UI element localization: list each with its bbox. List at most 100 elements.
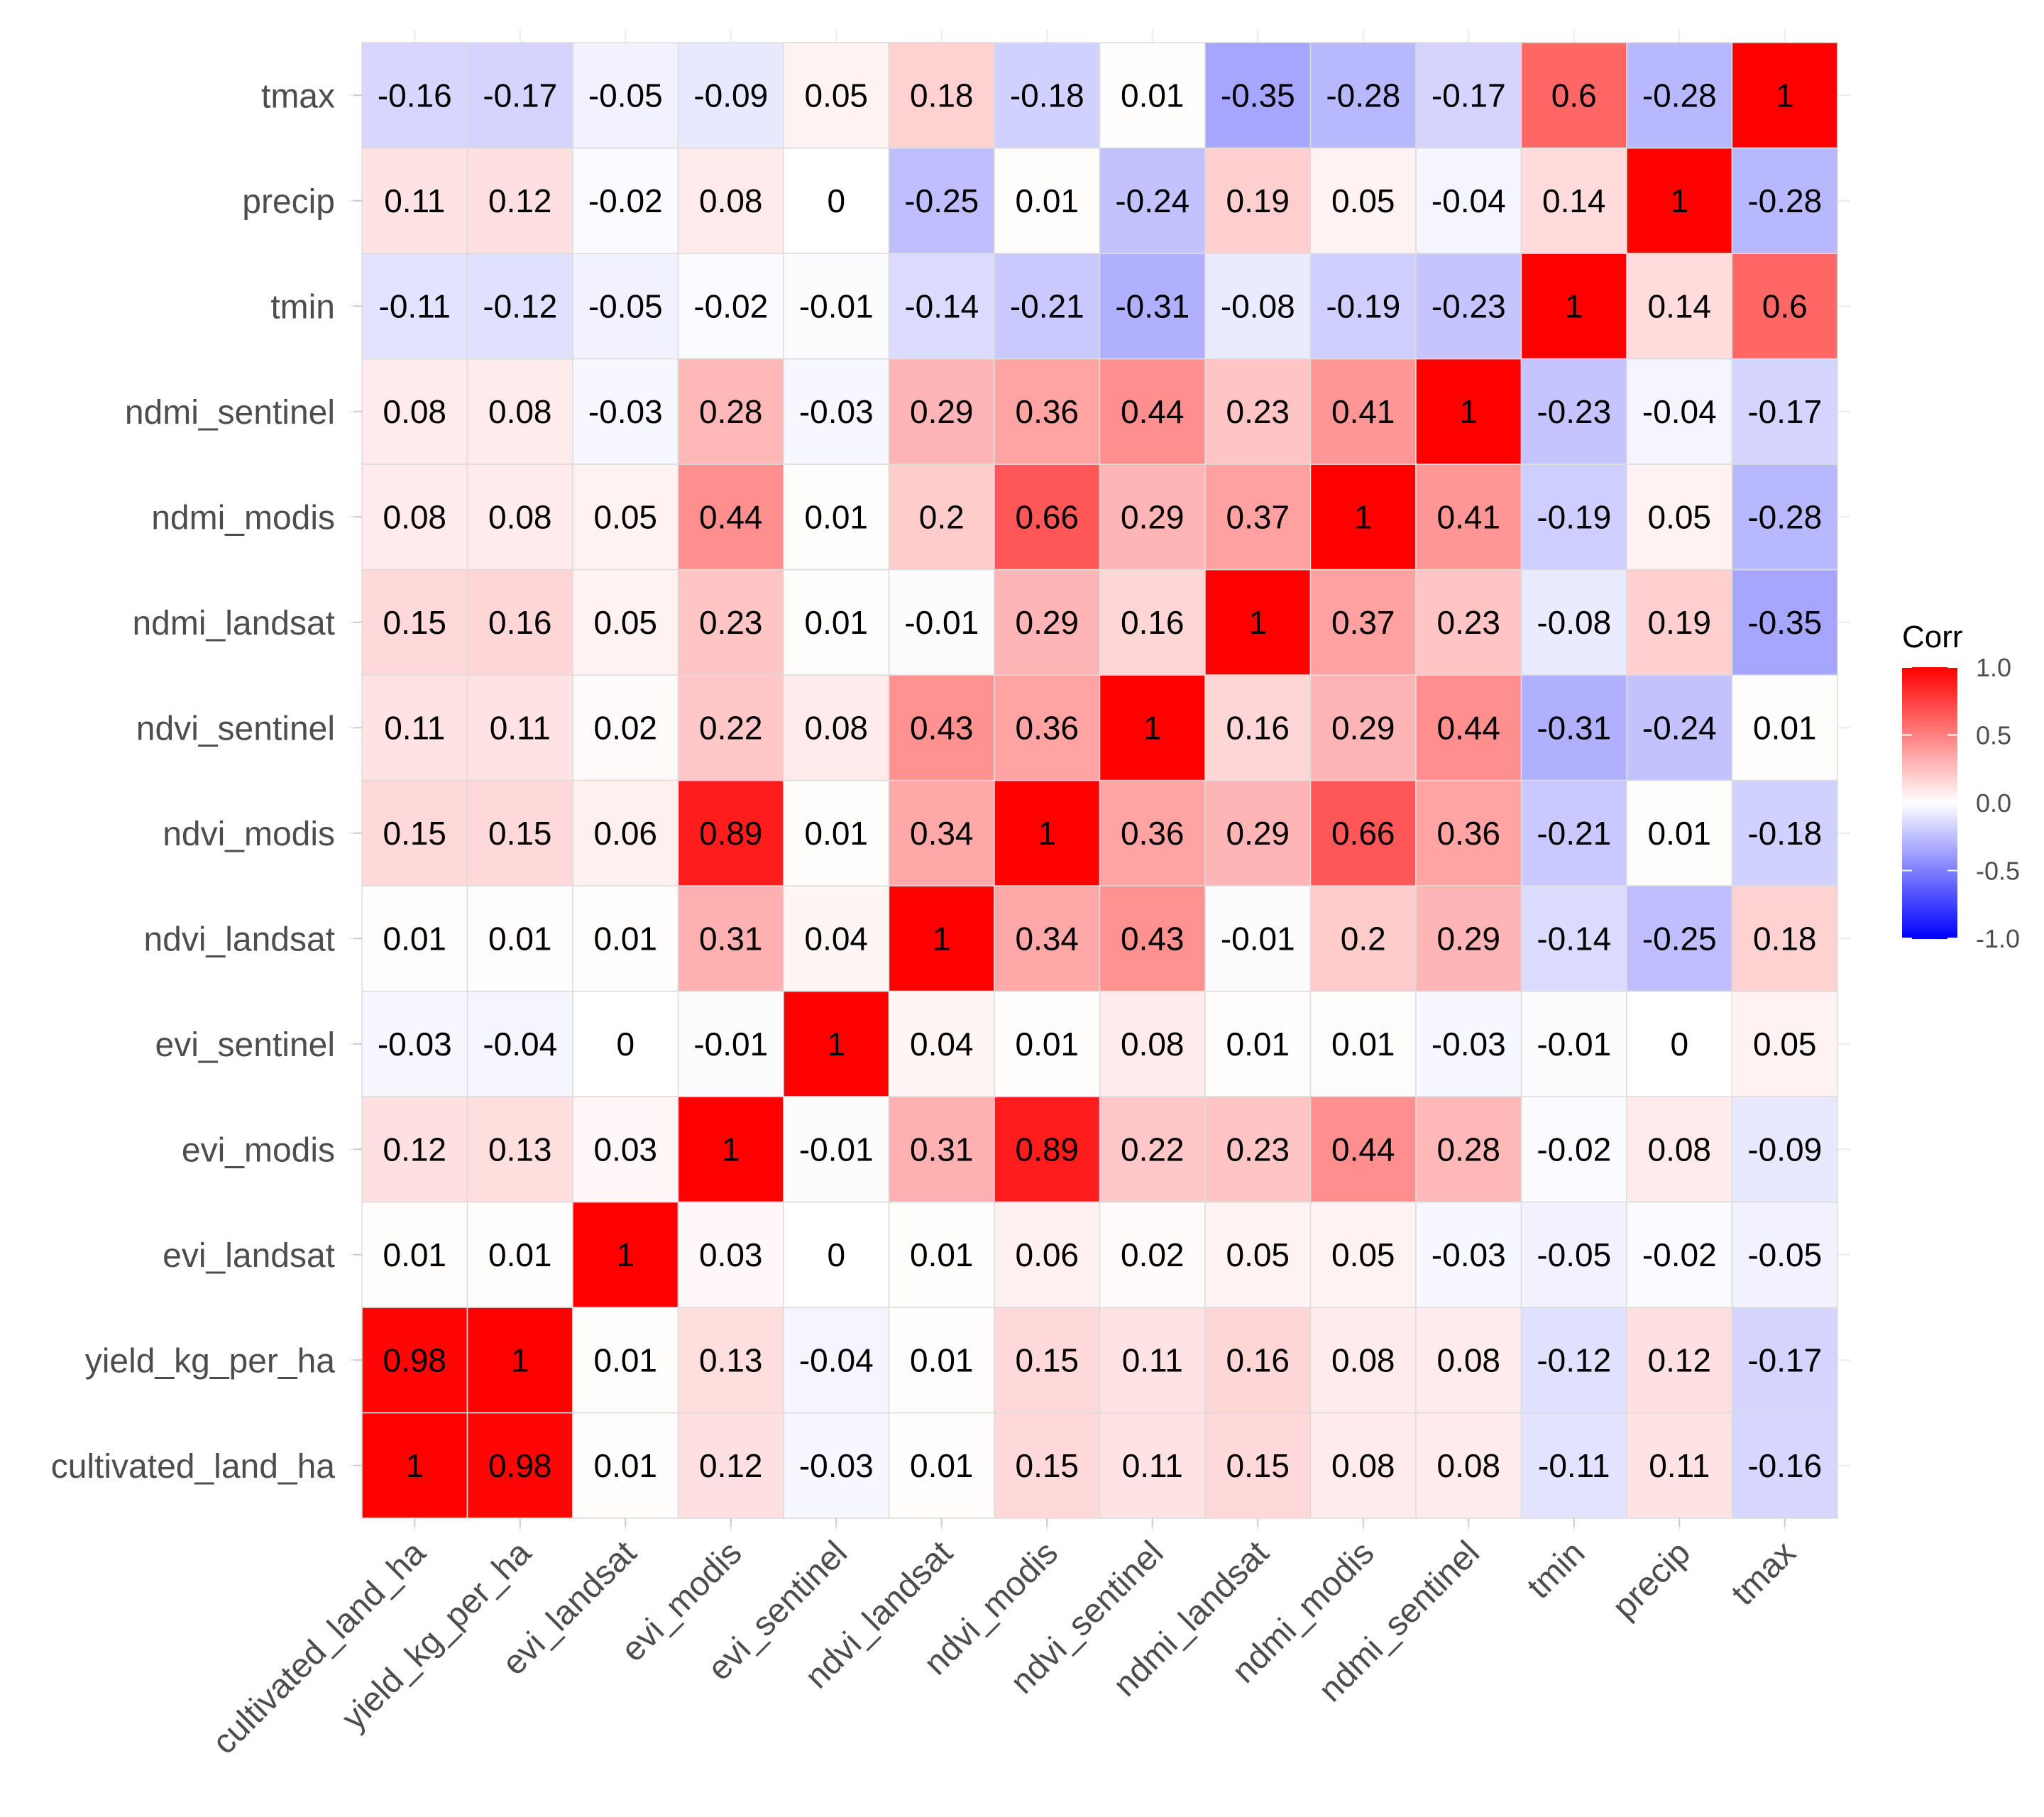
cell-value-label: 0.11 [1122, 1341, 1183, 1378]
heatmap-cell [994, 674, 1101, 781]
heatmap-cell [1731, 463, 1838, 571]
cell-value-label: 0.23 [1436, 604, 1500, 641]
colorbar-segment [1902, 876, 1957, 879]
heatmap-cell [466, 253, 573, 360]
cell-value-label: 0.01 [383, 920, 446, 957]
colorbar-segment [1902, 919, 1957, 923]
heatmap-cell [783, 253, 890, 360]
heatmap-cell [572, 990, 679, 1097]
heatmap-cell [1099, 885, 1206, 992]
heatmap-cell [994, 885, 1101, 992]
cell-value-label: 0.06 [1015, 1236, 1079, 1273]
colorbar-segment [1902, 694, 1957, 698]
heatmap-cell [1626, 1412, 1733, 1519]
heatmap-cell [783, 1201, 890, 1308]
cell-value-label: -0.24 [1115, 182, 1189, 219]
colorbar-segment [1902, 764, 1957, 769]
colorbar-segment [1902, 897, 1957, 901]
cell-value-label: 1 [616, 1236, 634, 1273]
cell-value-label: 0.14 [1647, 287, 1711, 324]
heatmap-cell [1415, 1412, 1522, 1519]
cell-value-label: 0.44 [1331, 1131, 1395, 1168]
heatmap-cells [361, 42, 1838, 1519]
heatmap-cell [572, 779, 679, 886]
heatmap-cell [1626, 42, 1733, 149]
cell-value-label: 0.13 [699, 1341, 763, 1378]
colorbar-segment [1902, 889, 1957, 894]
cell-value-label: 1 [1670, 182, 1688, 219]
heatmap-cell [1204, 463, 1312, 571]
heatmap-cell [1309, 1412, 1417, 1519]
legend-tick-label: 0.0 [1976, 789, 2011, 818]
heatmap-cell [994, 42, 1101, 149]
heatmap-cell [783, 358, 890, 465]
cell-value-label: 0.05 [1647, 498, 1711, 535]
cell-value-label: 1 [933, 920, 951, 957]
cell-value-label: 0.14 [1542, 182, 1606, 219]
cell-value-label: -0.17 [1747, 393, 1822, 430]
heatmap-cell [1309, 1307, 1417, 1414]
heatmap-cell [572, 1096, 679, 1203]
cell-value-label: 1 [1459, 393, 1478, 430]
y-axis: cultivated_land_ha yield_kg_per_ha evi_lan… [51, 77, 362, 1486]
colorbar-segment [1902, 816, 1957, 820]
heatmap-cell [1520, 42, 1627, 149]
colorbar-segment [1902, 860, 1957, 864]
heatmap-cell [783, 42, 890, 149]
heatmap-cell [1309, 358, 1417, 465]
cell-value-label: 0.2 [919, 498, 965, 535]
cell-value-label: 0.01 [1647, 815, 1711, 852]
y-tick-label: ndvi_sentinel [136, 710, 335, 747]
y-tick-label: ndvi_modis [163, 816, 335, 853]
y-tick-label: ndmi_modis [151, 499, 335, 537]
cell-value-label: -0.12 [1537, 1341, 1611, 1378]
colorbar-segment [1902, 737, 1957, 742]
heatmap-cell [1099, 674, 1206, 781]
cell-value-label: 0.89 [1015, 1131, 1079, 1168]
colorbar-segment [1902, 838, 1957, 842]
cell-value-label: 0.05 [593, 604, 657, 641]
colorbar-segment [1902, 759, 1957, 763]
cell-value-label: 0.15 [1226, 1447, 1290, 1484]
heatmap-cell [466, 147, 573, 254]
cell-value-label: 0.11 [384, 709, 445, 746]
heatmap-cell [1520, 1201, 1627, 1308]
colorbar-segment [1902, 935, 1957, 939]
cell-value-label: -0.03 [1432, 1236, 1506, 1273]
colorbar-segment [1902, 846, 1957, 850]
cell-value-label: 0.01 [910, 1447, 974, 1484]
cell-value-label: -0.05 [588, 287, 663, 324]
heatmap-cell [1520, 358, 1627, 465]
cell-value-label: 0.29 [1226, 815, 1290, 852]
colorbar-segment [1902, 924, 1957, 928]
cell-value-label: 0.28 [699, 393, 763, 430]
cell-value-label: 0.08 [1331, 1447, 1395, 1484]
heatmap-cell [1204, 569, 1312, 676]
heatmap-cell [1520, 1307, 1627, 1414]
cell-value-label: -0.35 [1747, 604, 1822, 641]
cell-value-label: 0.36 [1121, 815, 1185, 852]
heatmap-cell [1309, 885, 1417, 992]
heatmap-cell [783, 779, 890, 886]
heatmap-cell [572, 1201, 679, 1308]
cell-value-label: -0.35 [1221, 77, 1295, 114]
cell-value-label: 0.11 [490, 709, 551, 746]
colorbar-segment [1902, 697, 1957, 701]
heatmap-cell [1520, 990, 1627, 1097]
heatmap-cell [994, 1412, 1101, 1519]
heatmap-cell [677, 1307, 784, 1414]
cell-value-label: 0.08 [1436, 1341, 1500, 1378]
cell-value-label: -0.17 [483, 77, 557, 114]
colorbar-segment [1902, 886, 1957, 891]
cell-value-label: 0.16 [1226, 1341, 1290, 1378]
colorbar-segment [1902, 797, 1957, 801]
heatmap-cell [888, 569, 995, 676]
y-tick-label: precip [242, 183, 335, 221]
cell-value-label: -0.01 [799, 1131, 874, 1168]
heatmap-cell [1520, 779, 1627, 886]
legend-tick-label: 0.5 [1976, 721, 2011, 750]
heatmap-cell [466, 463, 573, 571]
colorbar-segment [1902, 824, 1957, 828]
colorbar-segment [1902, 835, 1957, 839]
